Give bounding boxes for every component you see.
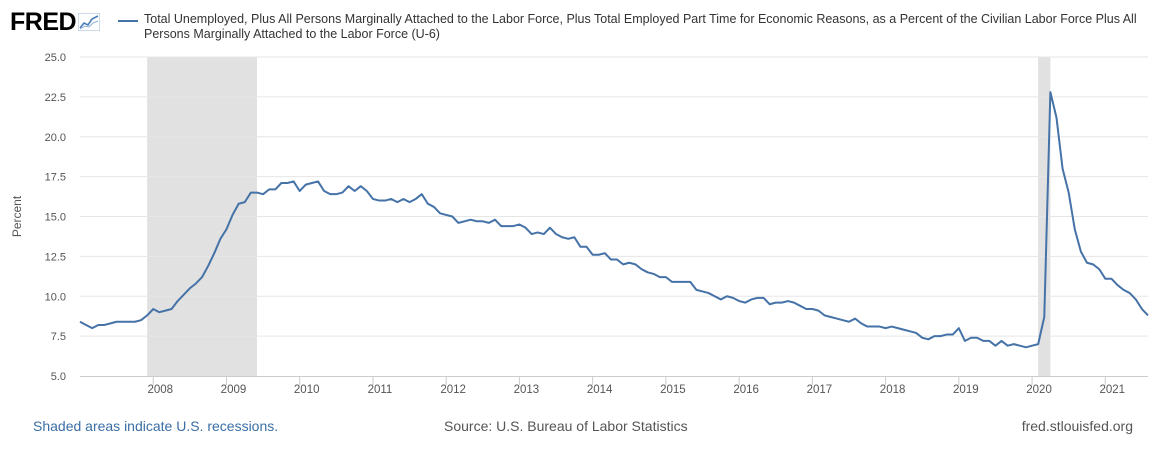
x-tick-label: 2016 — [733, 384, 759, 396]
series-line[interactable] — [79, 91, 1149, 349]
y-tick-label: 22.5 — [45, 92, 66, 104]
x-tick-label: 2009 — [221, 384, 247, 396]
legend-label: Total Unemployed, Plus All Persons Margi… — [144, 12, 1137, 41]
chart-header: FRED Total Unemployed, Plus All Persons … — [10, 8, 1160, 48]
x-tick-label: 2008 — [147, 384, 173, 396]
x-tick-label: 2012 — [440, 384, 466, 396]
logo-text: FRED — [10, 8, 77, 36]
y-tick-label: 15.0 — [45, 212, 66, 224]
legend-swatch — [118, 20, 138, 22]
source-note: Source: U.S. Bureau of Labor Statistics — [444, 418, 688, 434]
y-tick-label: 17.5 — [45, 172, 66, 184]
x-tick-label: 2018 — [880, 384, 906, 396]
x-tick-label: 2014 — [587, 384, 613, 396]
chart-area[interactable]: 5.0 7.5 10.0 12.5 15.0 17.5 20.0 22.5 25.0 2008 20… — [0, 0, 1168, 410]
x-tick-label: 2019 — [953, 384, 979, 396]
y-tick-label: 10.0 — [45, 291, 66, 303]
x-tick-label: 2020 — [1026, 384, 1052, 396]
y-tick-label: 5.0 — [51, 371, 66, 383]
y-tick-label: 25.0 — [45, 52, 66, 64]
fred-logo[interactable]: FRED — [10, 8, 101, 36]
x-tick-label: 2010 — [294, 384, 320, 396]
x-tick-label: 2011 — [368, 384, 393, 396]
site-link[interactable]: fred.stlouisfed.org — [1021, 418, 1133, 434]
y-tick-label: 12.5 — [45, 251, 66, 263]
y-axis-label: Percent — [10, 195, 24, 237]
x-tick-label: 2017 — [807, 384, 833, 396]
x-tick-label: 2015 — [660, 384, 686, 396]
x-tick-label: 2013 — [514, 384, 540, 396]
graph-logo-icon — [78, 13, 101, 31]
y-tick-label: 7.5 — [51, 331, 66, 343]
series-legend[interactable]: Total Unemployed, Plus All Persons Margi… — [118, 12, 1138, 42]
y-tick-label: 20.0 — [45, 132, 66, 144]
x-tick-label: 2021 — [1100, 384, 1126, 396]
recession-note[interactable]: Shaded areas indicate U.S. recessions. — [33, 418, 279, 434]
